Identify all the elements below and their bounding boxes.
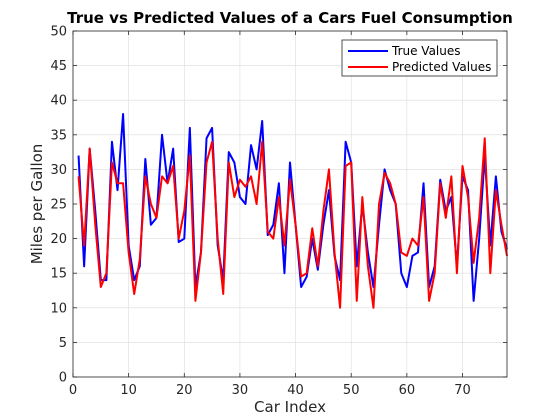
y-tick-label: 40 (50, 94, 67, 109)
y-tick-label: 50 (50, 25, 67, 40)
y-tick-label: 0 (59, 371, 67, 386)
x-tick-label: 10 (120, 383, 137, 398)
y-tick-label: 20 (50, 232, 67, 247)
y-tick-label: 35 (50, 128, 67, 143)
series-layer (77, 113, 508, 309)
y-tick-label: 25 (50, 198, 67, 213)
y-tick-label: 45 (50, 59, 67, 74)
legend-label-true: True Values (391, 44, 461, 58)
legend-label-predicted: Predicted Values (392, 60, 491, 74)
legend-box (341, 39, 498, 77)
y-tick-label: 30 (50, 163, 67, 178)
x-tick-label: 0 (69, 383, 77, 398)
x-axis-label: Car Index (254, 398, 326, 416)
axis-ticks: 0 10 20 30 40 50 60 70 0 5 10 15 20 25 30 35 40 45 50 (50, 25, 507, 398)
x-tick-label: 40 (287, 383, 304, 398)
x-tick-label: 70 (454, 383, 471, 398)
y-tick-label: 15 (50, 267, 67, 282)
y-tick-label: 10 (50, 301, 67, 316)
y-axis-label: Miles per Gallon (28, 144, 46, 265)
predicted-values-line (77, 137, 508, 309)
x-tick-label: 30 (232, 383, 249, 398)
x-tick-label: 20 (176, 383, 193, 398)
chart-title: True vs Predicted Values of a Cars Fuel … (67, 9, 513, 27)
y-tick-label: 5 (59, 336, 67, 351)
legend: True Values Predicted Values (341, 39, 498, 77)
x-tick-label: 60 (399, 383, 416, 398)
x-tick-label: 50 (343, 383, 360, 398)
